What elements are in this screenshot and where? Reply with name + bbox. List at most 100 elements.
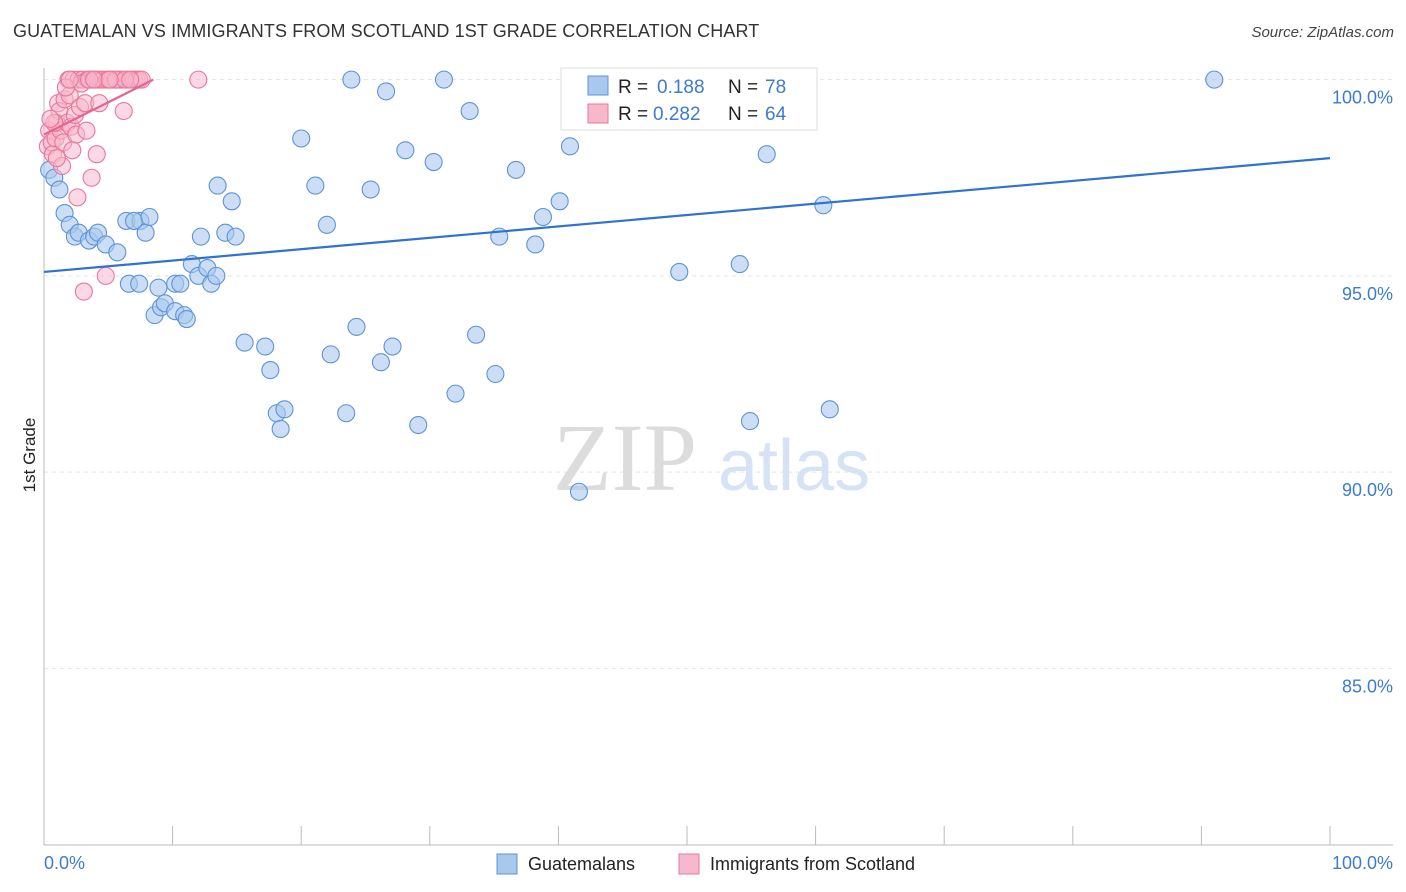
point-guatemalans-69	[569, 482, 589, 501]
point-guatemalans-45	[306, 176, 325, 195]
trend-lines	[43, 78, 1331, 274]
point-guatemalans-27	[177, 309, 196, 329]
point-guatemalans-57	[424, 153, 443, 172]
chart-title: GUATEMALAN VS IMMIGRANTS FROM SCOTLAND 1…	[13, 21, 760, 41]
point-guatemalans-18	[140, 207, 159, 227]
axes	[43, 68, 1393, 846]
stats-legend-r-label-blue: R =	[618, 77, 648, 98]
point-scotland-18	[68, 188, 87, 207]
point-scotland-61	[85, 70, 104, 89]
point-scotland-57	[189, 70, 208, 89]
watermark-atlas: atlas	[718, 426, 870, 506]
point-guatemalans-68	[560, 137, 580, 156]
stats-legend-n-value-blue: 78	[765, 77, 786, 98]
legend-swatch-guatemalans	[496, 853, 518, 875]
point-guatemalans-34	[208, 176, 227, 195]
point-scotland-33	[96, 266, 115, 285]
stats-legend: R = 0.188 N = 78 R = 0.282 N = 64	[560, 67, 818, 131]
point-guatemalans-72	[730, 255, 749, 274]
point-guatemalans-43	[275, 400, 294, 419]
point-guatemalans-38	[235, 333, 254, 352]
point-guatemalans-40	[261, 361, 280, 380]
point-guatemalans-30	[191, 227, 210, 246]
point-scotland-63	[121, 70, 140, 89]
series-scotland-points	[38, 70, 208, 301]
legend-label-scotland: Immigrants from Scotland	[710, 854, 915, 874]
point-guatemalans-47	[321, 345, 340, 364]
point-guatemalans-66	[533, 207, 553, 227]
legend-label-guatemalans: Guatemalans	[528, 854, 635, 874]
point-guatemalans-77	[1205, 70, 1224, 89]
x-tick-label-max: 100.0%	[1332, 853, 1393, 873]
bottom-legend: Guatemalans Immigrants from Scotland	[496, 853, 915, 875]
watermark: ZIP atlas	[553, 404, 870, 511]
point-guatemalans-55	[396, 141, 415, 160]
point-guatemalans-71	[670, 262, 689, 282]
chart-source: Source: ZipAtlas.com	[1251, 24, 1394, 41]
stats-legend-r-value-blue: 0.188	[657, 77, 705, 98]
point-guatemalans-64	[506, 160, 526, 179]
point-scotland-47	[63, 141, 82, 160]
stats-legend-n-label-pink: N =	[728, 104, 758, 125]
point-guatemalans-76	[820, 400, 839, 419]
y-tick-label-3: 85.0%	[1342, 676, 1393, 696]
point-guatemalans-67	[550, 192, 569, 211]
point-guatemalans-51	[361, 180, 380, 199]
point-guatemalans-53	[377, 82, 396, 101]
stats-legend-swatch-pink	[587, 103, 609, 124]
point-guatemalans-62	[486, 364, 505, 384]
trend-line-guatemalans	[43, 157, 1331, 274]
point-guatemalans-48	[337, 404, 356, 423]
point-guatemalans-50	[347, 317, 366, 336]
point-guatemalans-75	[814, 196, 833, 215]
y-tick-label-0: 100.0%	[1332, 88, 1393, 108]
y-tick-label-2: 90.0%	[1342, 480, 1393, 500]
point-guatemalans-36	[222, 192, 241, 211]
trend-line-scotland	[43, 78, 154, 136]
point-guatemalans-15	[124, 211, 144, 230]
point-scotland-26	[82, 168, 101, 187]
gridlines	[44, 79, 1393, 669]
point-scotland-29	[87, 145, 106, 164]
point-scotland-59	[41, 109, 60, 128]
point-scotland-23	[77, 121, 96, 140]
point-scotland-62	[100, 70, 119, 89]
stats-legend-n-label-blue: N =	[728, 77, 758, 98]
stats-legend-swatch-blue	[587, 75, 609, 96]
point-scotland-60	[60, 70, 79, 89]
point-guatemalans-65	[526, 235, 545, 254]
point-guatemalans-74	[757, 145, 776, 164]
point-guatemalans-24	[171, 274, 190, 293]
stats-legend-n-value-pink: 64	[765, 104, 787, 125]
point-guatemalans-56	[409, 415, 428, 435]
point-scotland-46	[74, 282, 93, 301]
point-guatemalans-49	[342, 70, 361, 89]
point-guatemalans-2	[50, 180, 69, 199]
point-guatemalans-58	[434, 70, 453, 89]
x-tick-label-min: 0.0%	[44, 853, 85, 873]
y-axis-label: 1st Grade	[20, 418, 39, 493]
legend-swatch-scotland	[678, 853, 700, 875]
point-guatemalans-73	[740, 412, 760, 431]
point-scotland-58	[47, 149, 66, 168]
point-guatemalans-39	[256, 337, 275, 356]
point-guatemalans-37	[226, 227, 245, 246]
y-tick-label-1: 95.0%	[1342, 284, 1393, 304]
point-guatemalans-44	[292, 129, 311, 148]
point-guatemalans-60	[460, 101, 479, 121]
stats-legend-r-value-pink: 0.282	[653, 104, 701, 125]
point-guatemalans-11	[108, 243, 127, 262]
point-guatemalans-61	[467, 325, 486, 344]
point-scotland-39	[114, 101, 133, 121]
point-guatemalans-17	[130, 274, 149, 293]
point-guatemalans-46	[317, 215, 336, 234]
point-guatemalans-20	[149, 278, 168, 297]
stats-legend-r-label-pink: R =	[618, 104, 648, 125]
point-guatemalans-59	[446, 384, 465, 403]
y-tick-labels: 100.0% 95.0% 90.0% 85.0%	[1332, 88, 1393, 697]
point-guatemalans-33	[207, 266, 226, 285]
point-guatemalans-42	[271, 419, 290, 439]
point-guatemalans-52	[371, 353, 390, 372]
point-guatemalans-54	[383, 337, 402, 356]
